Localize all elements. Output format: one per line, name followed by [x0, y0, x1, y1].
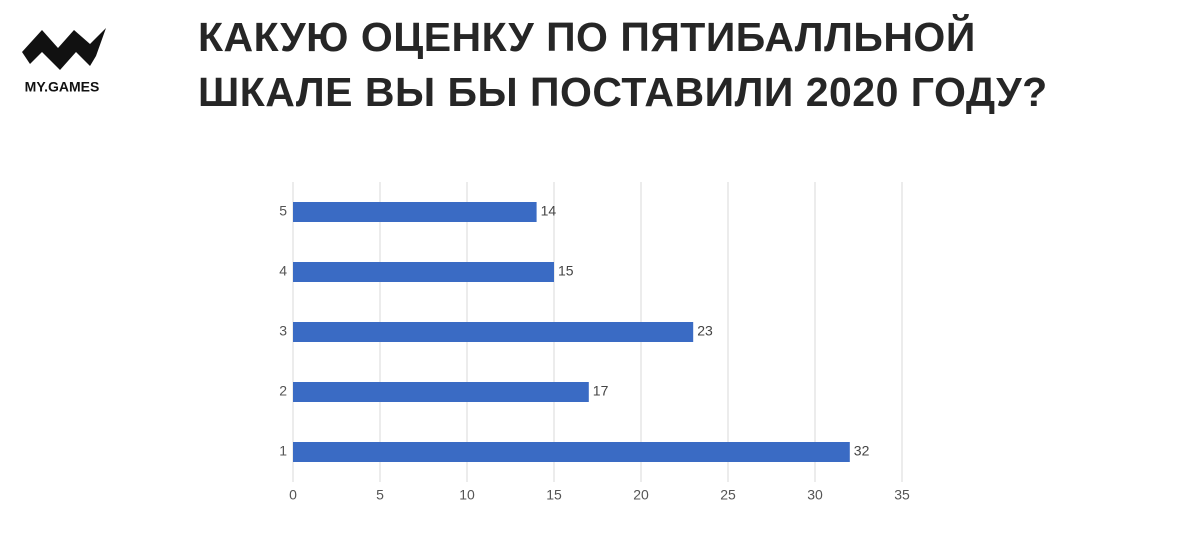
chart-title: КАКУЮ ОЦЕНКУ ПО ПЯТИБАЛЛЬНОЙ: [198, 14, 976, 60]
y-tick-label: 5: [279, 203, 287, 219]
bar: [293, 442, 850, 462]
y-tick-label: 4: [279, 263, 287, 279]
bar: [293, 382, 589, 402]
y-tick-label: 2: [279, 383, 287, 399]
x-tick-label: 35: [894, 487, 910, 503]
chart-title: ШКАЛЕ ВЫ БЫ ПОСТАВИЛИ 2020 ГОДУ?: [198, 69, 1048, 115]
logo-mark: [22, 28, 106, 70]
value-label: 32: [854, 443, 870, 459]
bar: [293, 202, 537, 222]
bar: [293, 262, 554, 282]
x-tick-label: 20: [633, 487, 649, 503]
x-tick-label: 0: [289, 487, 297, 503]
bar: [293, 322, 694, 342]
x-tick-label: 15: [546, 487, 562, 503]
x-tick-label: 5: [376, 487, 384, 503]
x-tick-label: 30: [807, 487, 823, 503]
logo-text: MY.GAMES: [25, 79, 100, 95]
value-label: 15: [558, 263, 574, 279]
value-label: 23: [697, 323, 713, 339]
y-tick-label: 1: [279, 443, 287, 459]
x-tick-label: 25: [720, 487, 736, 503]
value-label: 17: [593, 383, 609, 399]
logo: MY.GAMES: [22, 28, 106, 95]
value-label: 14: [541, 203, 557, 219]
x-tick-label: 10: [459, 487, 475, 503]
y-tick-label: 3: [279, 323, 287, 339]
